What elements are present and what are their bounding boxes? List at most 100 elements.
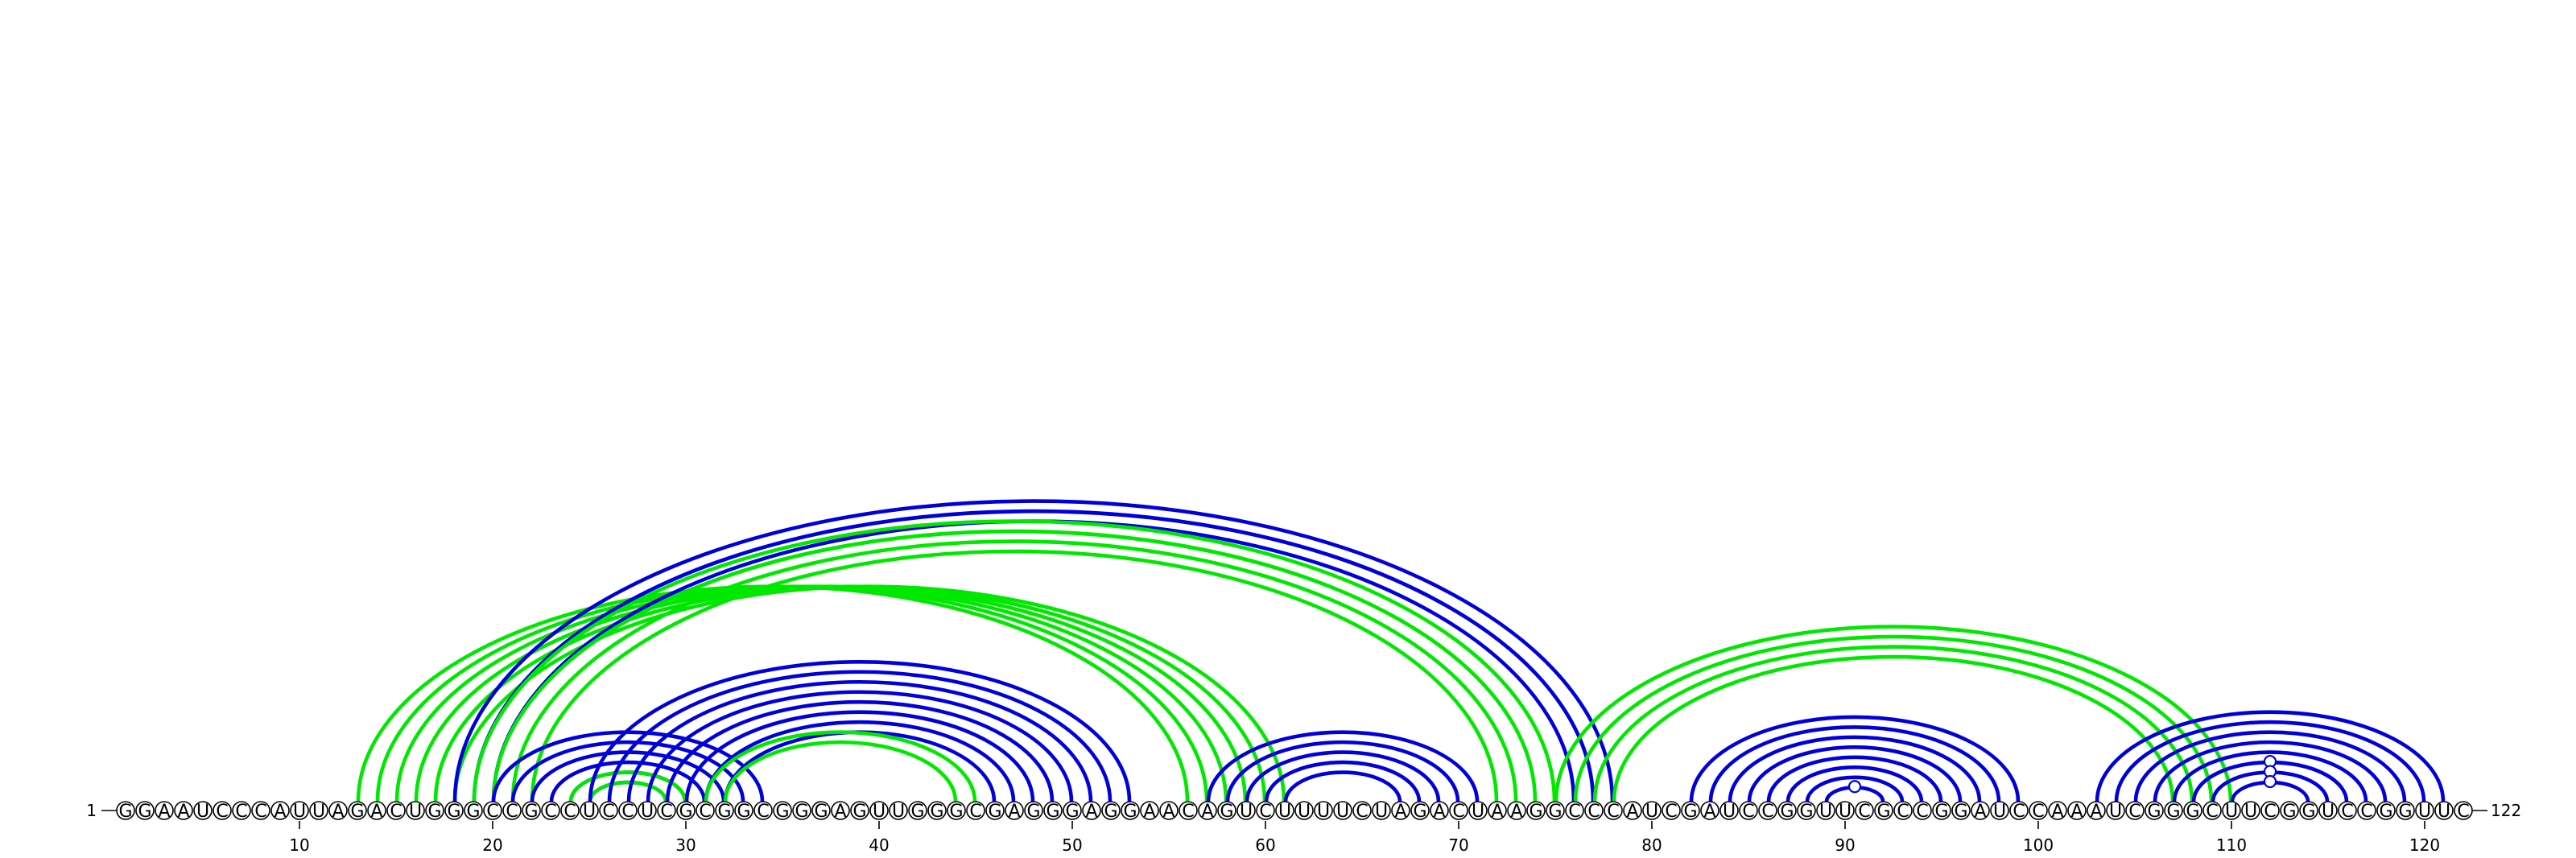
nucleotide-circle [1700, 801, 1719, 820]
nucleotide-letter: U [1645, 802, 1658, 822]
nucleotide-letter: C [1587, 802, 1600, 822]
nucleotide-circle [1507, 801, 1526, 820]
nucleotide-letter: G [1413, 802, 1426, 822]
nucleotide-letter: U [1472, 802, 1484, 822]
nucleotide-circle [1739, 801, 1758, 820]
nucleotide-33: G [734, 801, 753, 822]
arc-76-109-green-outer [1573, 634, 2214, 802]
nucleotide-circle [696, 801, 715, 820]
nucleotide-11: U [309, 801, 328, 822]
nucleotide-circle [811, 801, 831, 820]
nucleotide-letter: A [1626, 802, 1638, 822]
arc-58-70-blue-outer [1225, 740, 1460, 802]
arc-85-96-blue-outer [1747, 745, 1963, 802]
nucleotide-letter: A [1085, 802, 1097, 822]
nucleotide-63: U [1314, 801, 1333, 822]
nucleotide-circle [2048, 801, 2067, 820]
nucleotide-letter: C [2341, 802, 2353, 822]
nucleotide-5: U [193, 801, 213, 822]
nucleotide-22: G [522, 801, 541, 822]
end-position-label: 122 [2491, 801, 2521, 820]
arc-103-121-blue-inner [2096, 712, 2444, 802]
arc-75-110-green-outer [1554, 625, 2233, 802]
nucleotide-circle [1951, 801, 1971, 820]
nucleotide-circle [676, 801, 696, 820]
arc-77-108-green-outer [1592, 645, 2194, 802]
nucleotide-circle [618, 801, 638, 820]
nucleotide-circle [2376, 801, 2396, 820]
arc-60-68-blue-outer [1264, 760, 1422, 802]
nucleotide-circle [1835, 801, 1855, 820]
nucleotide-letter: G [852, 802, 866, 822]
nucleotide-letter: G [118, 802, 132, 822]
backbone: 1 122 [86, 801, 2521, 820]
nucleotide-17: G [425, 801, 444, 822]
nucleotide-circle [1024, 801, 1043, 820]
nucleotide-circle [715, 801, 734, 820]
nucleotide-circle [2009, 801, 2029, 820]
nucleotide-letter: U [196, 802, 209, 822]
nucleotide-circle [580, 801, 599, 820]
nucleotide-110: U [2222, 801, 2241, 822]
nucleotide-letter: G [427, 802, 441, 822]
nucleotide-7: C [232, 801, 251, 822]
arc-27-51-blue-outer [626, 679, 1093, 802]
arc-83-98-blue-outer [1708, 725, 2001, 802]
arc-31-47-blue-outer [704, 720, 1016, 802]
nucleotide-letter: A [1008, 802, 1020, 822]
nucleotide-circle [1449, 801, 1468, 820]
arc-78-107-green-inner [1613, 656, 2174, 802]
nucleotide-letter: U [1336, 802, 1349, 822]
arc-17-60-green-inner [435, 586, 1265, 802]
nucleotide-letter: A [2051, 802, 2063, 822]
arc-31-45-green-outer [704, 730, 977, 802]
nucleotide-circle [2067, 801, 2087, 820]
nucleotide-circle [1584, 801, 1604, 820]
nucleotide-90: U [1835, 801, 1855, 822]
nucleotide-circle [1159, 801, 1179, 820]
nucleotide-15: C [386, 801, 406, 822]
nucleotide-79: A [1623, 801, 1642, 822]
nucleotide-letter: G [1065, 802, 1079, 822]
nucleotide-letter: C [1259, 802, 1271, 822]
nucleotide-circle [174, 801, 193, 820]
nucleotide-112: C [2260, 801, 2280, 822]
nucleotide-circle [1546, 801, 1565, 820]
nucleotide-84: U [1719, 801, 1739, 822]
nucleotide-letter: G [949, 802, 963, 822]
nucleotide-41: U [889, 801, 908, 822]
arc-18-78-blue-outer [452, 499, 1615, 802]
nucleotide-36: G [792, 801, 811, 822]
nucleotide-letter: C [2360, 802, 2372, 822]
arc-22-72-green-outer [530, 549, 1499, 802]
arc-21-73-green-outer [510, 539, 1518, 802]
nucleotide-circle [1140, 801, 1159, 820]
nucleotide-letter: A [158, 802, 170, 822]
nucleotide-circle [1642, 801, 1662, 820]
nucleotide-43: G [927, 801, 947, 822]
nucleotide-letter: G [988, 802, 1001, 822]
arc-86-95-blue-outer [1766, 755, 1943, 802]
arc-25-29-green-outer [588, 780, 668, 802]
nucleotide-113: G [2280, 801, 2299, 822]
nucleotide-27: C [618, 801, 638, 822]
nucleotide-circle [869, 801, 889, 820]
nucleotide-letter: C [969, 802, 981, 822]
nucleotide-47: A [1005, 801, 1024, 822]
nucleotide-letter: G [1934, 802, 1948, 822]
arc-29-49-blue-outer [665, 699, 1055, 802]
nucleotide-circle [773, 801, 792, 820]
arc-26-52-blue-outer [607, 670, 1113, 802]
arc-26-52-blue-inner [609, 671, 1111, 802]
nucleotide-circle [2357, 801, 2376, 820]
nucleotide-circle [2260, 801, 2280, 820]
nucleotide-letter: C [2013, 802, 2025, 822]
nucleotide-letter: A [1162, 802, 1174, 822]
tick-label-100: 100 [2023, 835, 2054, 855]
nucleotide-letter: G [2166, 802, 2180, 822]
arc-57-71-blue-outer [1206, 730, 1480, 802]
nucleotide-circle [966, 801, 985, 820]
nucleotide-letter: C [660, 802, 672, 822]
nucleotide-letter: C [699, 802, 711, 822]
nucleotide-circle [348, 801, 367, 820]
